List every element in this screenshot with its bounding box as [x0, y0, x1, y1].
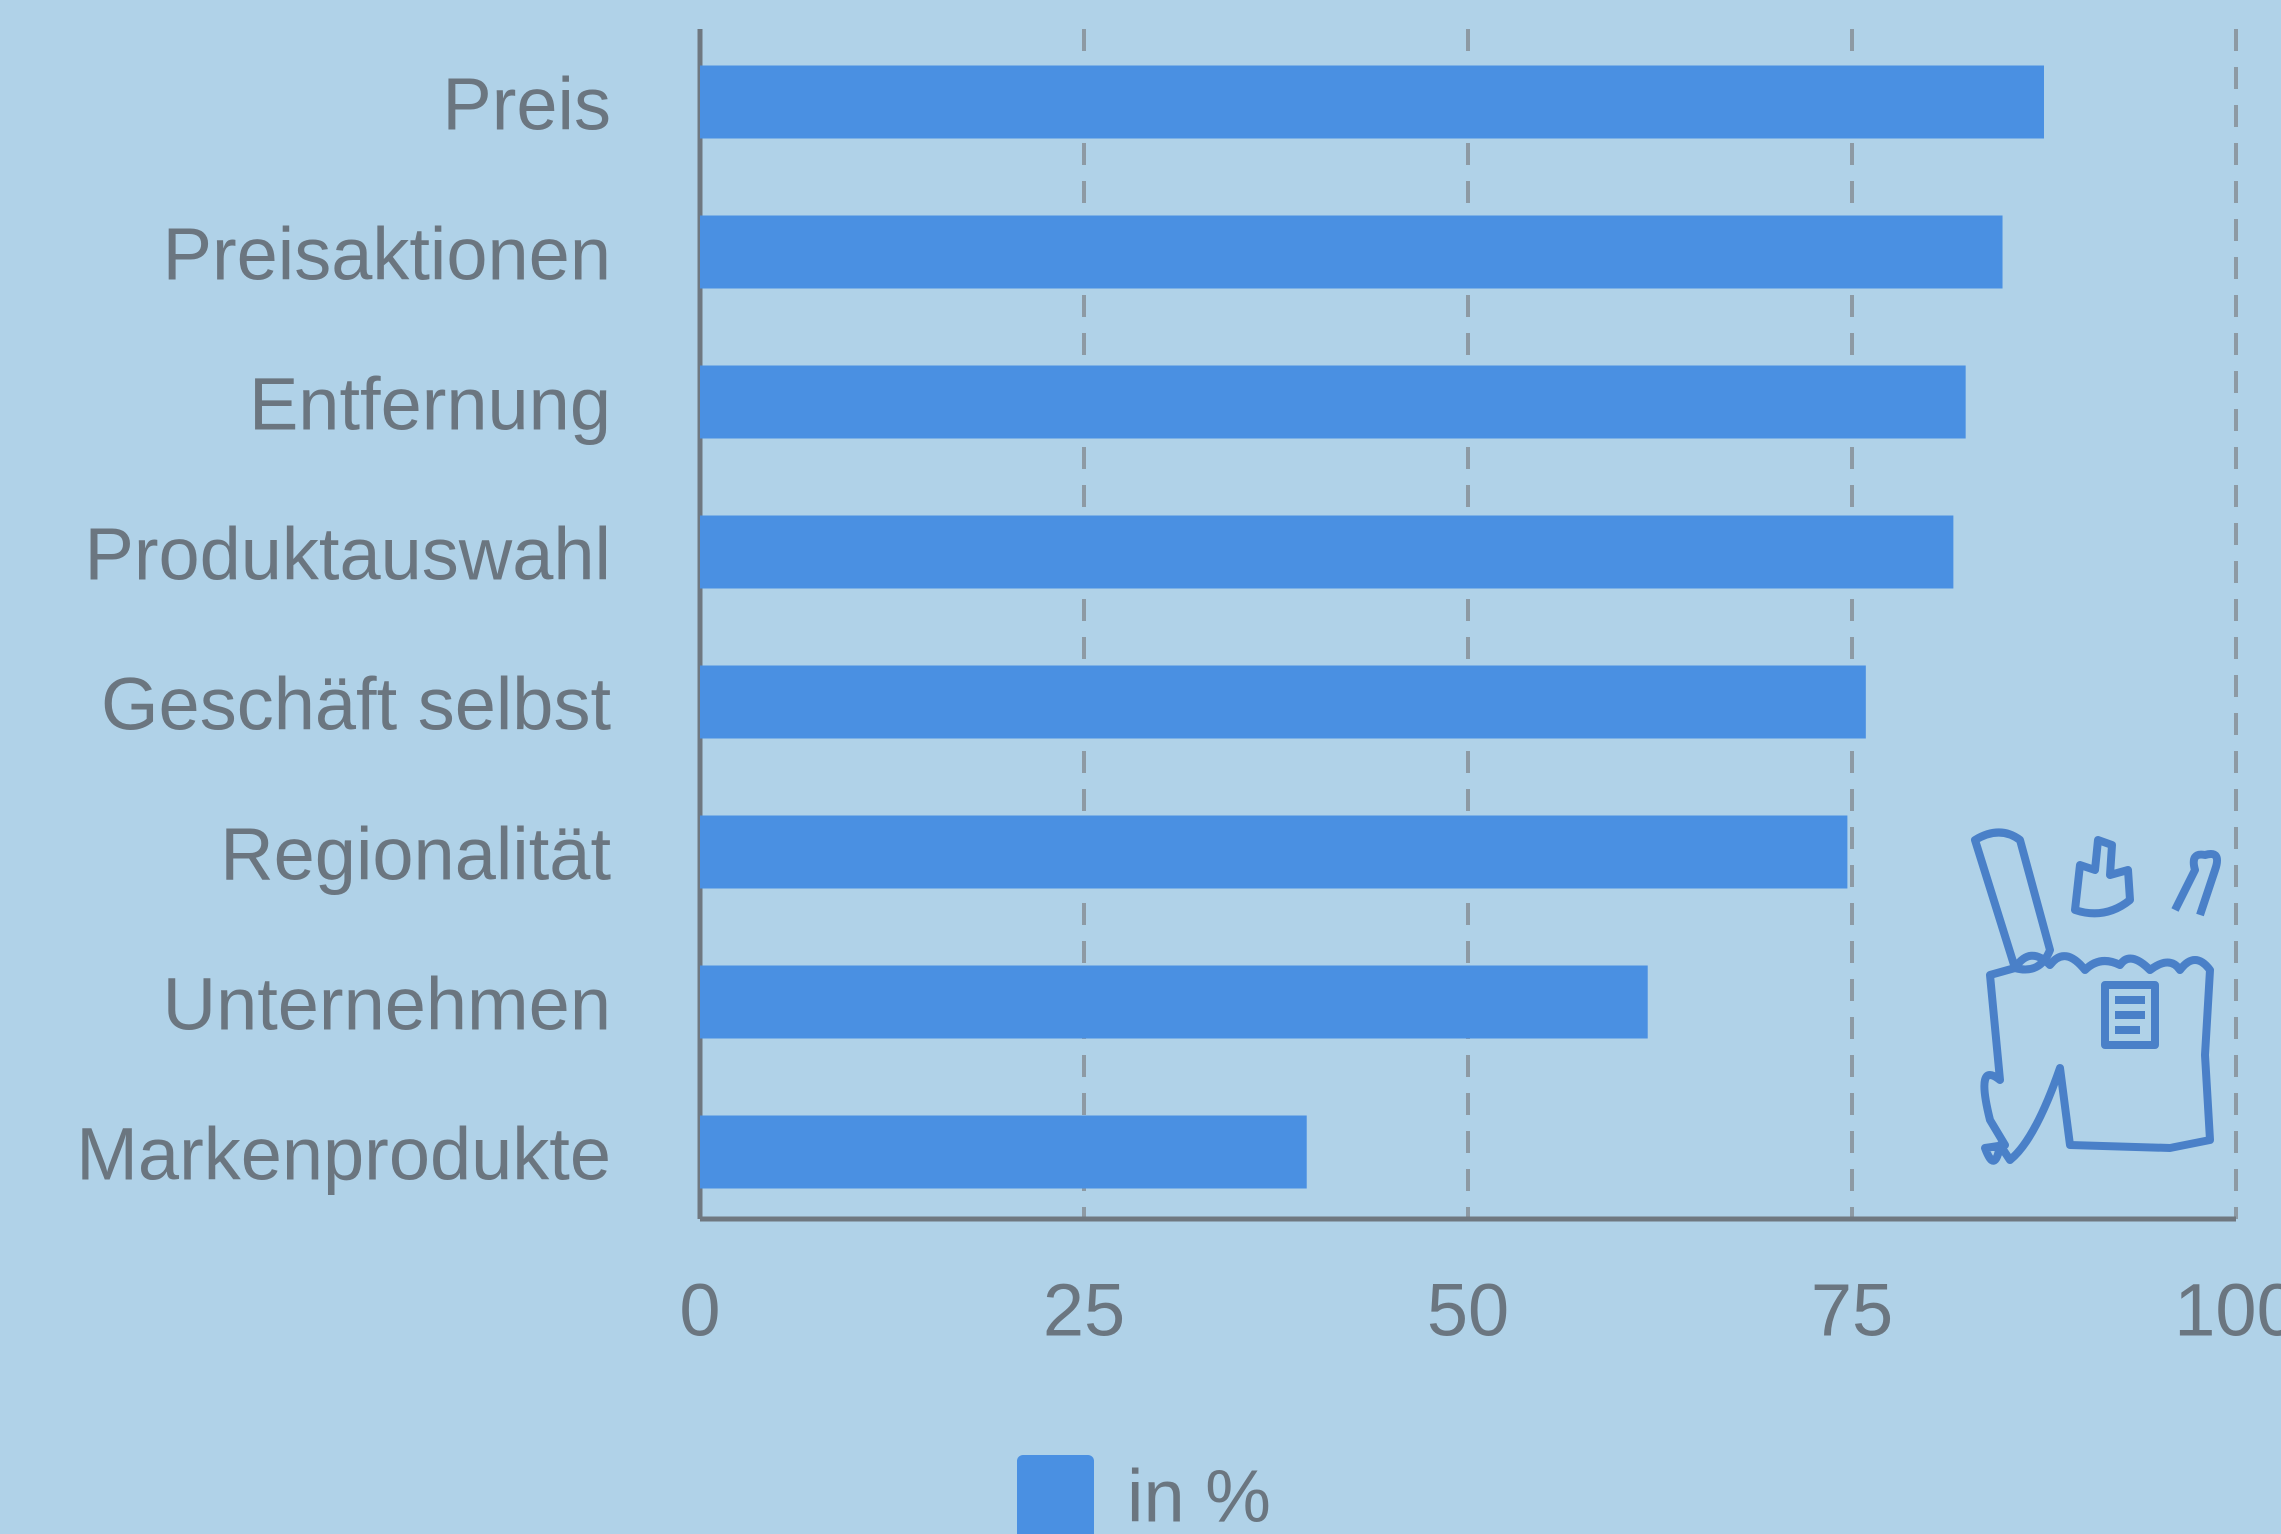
bar	[700, 666, 1866, 739]
legend-label: in %	[1127, 1455, 1271, 1534]
x-tick-label: 50	[1427, 1269, 1509, 1352]
bar	[700, 1116, 1307, 1189]
chart: 0 25 50 75 100 Preis Preisaktionen Entfernung Pr…	[0, 0, 2281, 1534]
x-tick-label: 0	[679, 1269, 720, 1352]
y-tick-label: Entfernung	[249, 363, 611, 446]
y-tick-label: Unternehmen	[163, 963, 611, 1046]
bar	[700, 366, 1966, 439]
bag-icon	[1975, 833, 2217, 1161]
x-tick-label: 100	[2174, 1269, 2281, 1352]
y-tick-label: Geschäft selbst	[101, 663, 611, 746]
x-tick-label: 75	[1811, 1269, 1893, 1352]
bar	[700, 66, 2044, 139]
legend-swatch	[1017, 1455, 1094, 1534]
y-tick-label: Regionalität	[220, 813, 611, 896]
x-tick-label: 25	[1043, 1269, 1125, 1352]
y-tick-label: Preis	[442, 63, 611, 146]
bar	[700, 516, 1953, 589]
y-tick-label: Preisaktionen	[163, 213, 611, 296]
bar	[700, 816, 1847, 889]
bar	[700, 966, 1648, 1039]
bar	[700, 216, 2003, 289]
y-tick-label: Markenprodukte	[76, 1113, 611, 1196]
y-tick-label: Produktauswahl	[84, 513, 611, 596]
